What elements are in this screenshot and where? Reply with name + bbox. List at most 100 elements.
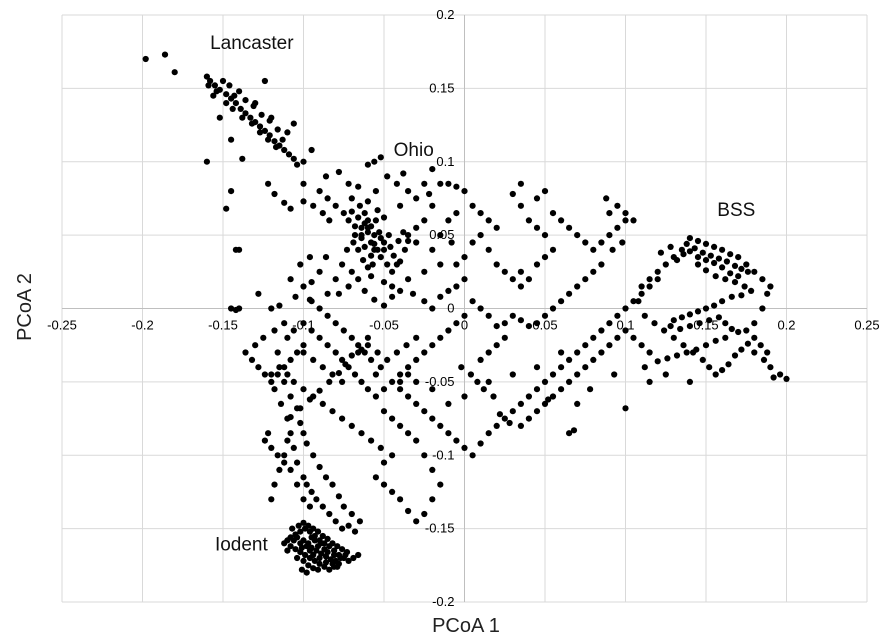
data-point (429, 246, 436, 253)
data-point (767, 283, 774, 290)
data-point (751, 320, 758, 327)
data-point (322, 173, 330, 180)
data-point (509, 190, 516, 198)
data-point (228, 136, 235, 143)
data-point (361, 287, 368, 294)
data-point (261, 127, 268, 134)
data-point (345, 217, 352, 224)
data-point (308, 279, 315, 286)
y-tick-labels: 0.20.150.10.050-0.05-0.1-0.15-0.2 (425, 7, 455, 609)
data-point (389, 293, 396, 300)
data-point (744, 340, 752, 347)
data-point (298, 544, 305, 551)
data-point (287, 205, 294, 212)
data-point (303, 569, 310, 576)
data-point (358, 224, 365, 231)
x-tick-label: 0.1 (616, 318, 634, 333)
data-point (316, 387, 323, 394)
data-point (364, 342, 371, 349)
data-point (380, 386, 388, 393)
data-point (477, 356, 484, 363)
data-point (236, 88, 243, 95)
data-point (380, 302, 388, 309)
data-point (699, 249, 706, 256)
y-tick-label: 0.1 (436, 154, 454, 169)
data-point (300, 557, 307, 565)
data-point (696, 320, 703, 327)
data-point (683, 240, 690, 247)
data-point (342, 361, 349, 368)
data-point (477, 305, 484, 312)
data-point (582, 239, 589, 246)
data-point (437, 180, 444, 187)
data-point (496, 411, 503, 418)
data-point (759, 305, 766, 312)
data-point (541, 232, 549, 239)
data-point (574, 371, 581, 378)
data-point (453, 261, 460, 268)
data-point (719, 246, 726, 253)
data-point (574, 400, 581, 407)
data-point (308, 534, 315, 541)
data-point (437, 261, 444, 268)
data-point (719, 298, 726, 305)
data-point (319, 210, 326, 217)
data-point (517, 422, 525, 429)
data-point (371, 246, 378, 253)
data-point (421, 217, 428, 224)
x-tick-label: -0.15 (208, 318, 238, 333)
data-point (239, 114, 246, 121)
y-tick-label: 0.2 (436, 7, 454, 22)
data-point (722, 276, 729, 283)
data-point (461, 444, 468, 451)
data-point (360, 257, 367, 264)
data-point (223, 100, 230, 107)
data-point (211, 82, 218, 89)
data-point (421, 298, 428, 305)
data-point (371, 296, 378, 303)
data-point (345, 522, 352, 529)
x-tick-label: -0.2 (131, 318, 153, 333)
data-point (582, 342, 589, 349)
data-point (421, 510, 428, 518)
data-point (247, 114, 254, 121)
data-point (409, 290, 417, 297)
data-point (364, 229, 371, 236)
data-point (339, 261, 346, 268)
data-point (229, 105, 236, 112)
data-point (314, 543, 322, 550)
data-point (329, 408, 336, 415)
data-point (397, 496, 404, 503)
data-point (757, 342, 764, 349)
data-point (348, 208, 355, 215)
data-point (566, 290, 573, 297)
data-point (350, 239, 357, 246)
data-point (609, 246, 616, 253)
data-point (429, 342, 436, 349)
data-point (281, 199, 288, 206)
data-point (702, 342, 710, 349)
data-point (310, 356, 317, 363)
data-point (694, 254, 702, 261)
data-point (614, 224, 621, 231)
data-point (271, 190, 278, 198)
data-point (261, 437, 268, 444)
data-point (268, 496, 275, 503)
data-point (271, 138, 278, 145)
data-point (461, 188, 468, 195)
data-point (413, 334, 420, 341)
data-point (314, 528, 322, 535)
data-point (646, 283, 653, 290)
data-point (343, 246, 351, 253)
data-point (324, 535, 331, 543)
data-point (566, 430, 573, 437)
data-point (606, 232, 613, 239)
data-point (485, 378, 492, 385)
data-point (358, 430, 365, 437)
data-point (509, 312, 516, 319)
data-point (558, 217, 565, 224)
data-point (525, 393, 533, 400)
data-point (461, 393, 468, 400)
data-point (783, 375, 790, 382)
data-point (377, 154, 384, 161)
